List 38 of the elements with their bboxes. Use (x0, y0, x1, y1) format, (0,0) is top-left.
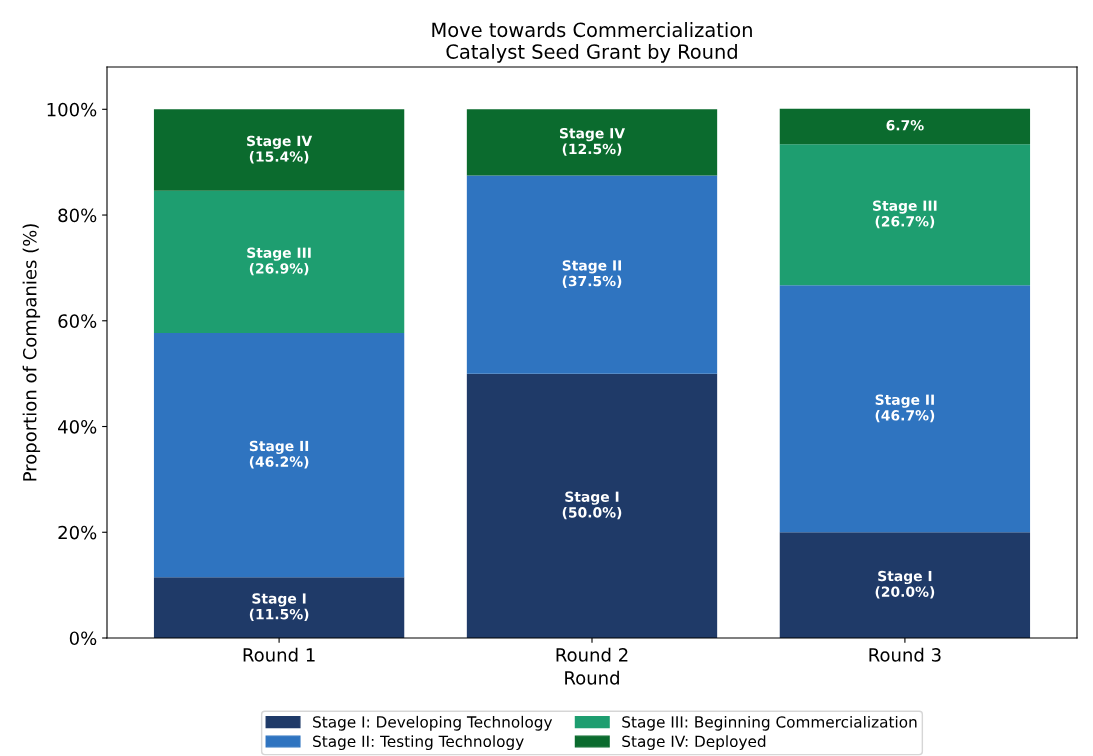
bar (779, 144, 1031, 286)
bar (153, 190, 405, 333)
bar (466, 373, 718, 638)
chart-title: Move towards Commercialization Catalyst Seed Grant by Round (432, 22, 752, 63)
bar (779, 108, 1031, 145)
bar (153, 332, 405, 578)
data-label: Stage IV (15.4%) (247, 135, 313, 164)
x-tick-label: Round 2 (556, 647, 628, 662)
data-label: 6.7% (886, 120, 924, 131)
data-label: Stage II (46.2%) (249, 440, 309, 469)
bar (779, 285, 1031, 533)
y-tick-label: 40% (58, 419, 97, 434)
y-axis-title: Proportion of Companies (%) (22, 224, 41, 481)
y-tick-label: 20% (58, 525, 97, 540)
y-tick-label: 60% (58, 314, 97, 328)
data-label: Stage II (37.5%) (562, 260, 622, 288)
legend-label: Stage III: Beginning Commercialization (622, 715, 917, 731)
data-label: Stage I (11.5%) (249, 593, 309, 622)
bar (466, 175, 718, 374)
legend-label: Stage I: Developing Technology (313, 715, 553, 731)
bar (466, 109, 718, 176)
data-label: Stage IV (12.5%) (559, 127, 625, 156)
data-label: Stage III (26.7%) (873, 200, 937, 229)
y-tick-label: 0% (69, 631, 97, 646)
legend-label: Stage II: Testing Technology (313, 735, 524, 751)
data-label: Stage I (50.0%) (562, 491, 622, 520)
x-tick-label: Round 3 (869, 647, 941, 662)
y-tick-label: 80% (58, 208, 97, 223)
x-tick-label: Round 1 (243, 647, 315, 662)
x-axis-title: Round (565, 670, 619, 685)
data-label: Stage III (26.9%) (247, 247, 311, 276)
bar (153, 577, 405, 638)
bar (779, 532, 1031, 638)
bar (153, 109, 405, 191)
y-tick-label: 100% (47, 102, 97, 117)
data-label: Stage II (46.7%) (875, 394, 935, 423)
data-label: Stage I (20.0%) (875, 570, 935, 599)
legend-label: Stage IV: Deployed (622, 735, 766, 751)
